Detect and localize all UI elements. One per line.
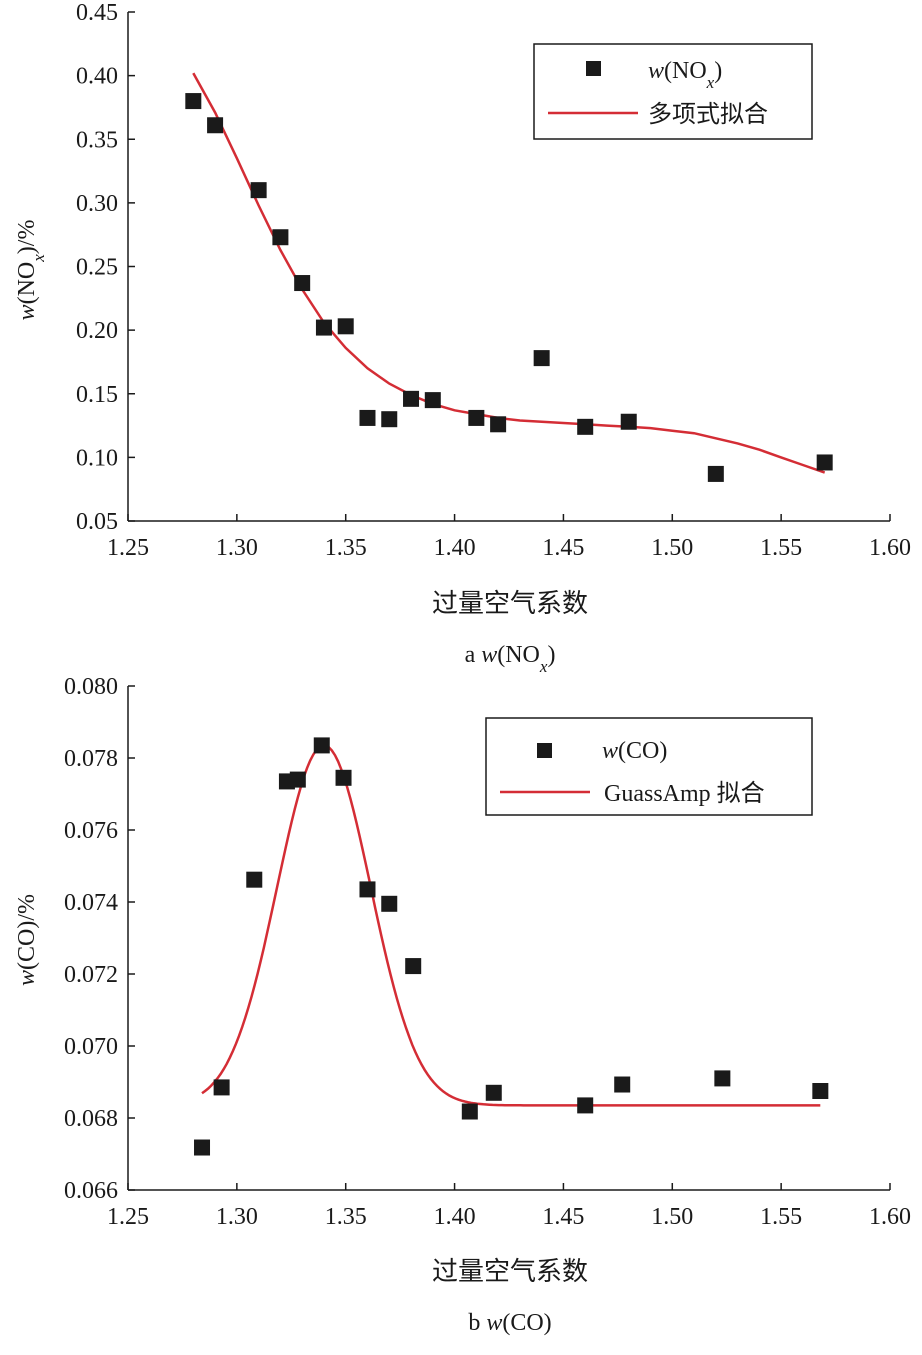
panel-a-y-tick-label: 0.20 bbox=[76, 318, 118, 344]
panel-b-x-tick-label: 1.30 bbox=[216, 1204, 258, 1230]
panel-a-data-point bbox=[272, 229, 289, 246]
panel-b-x-tick-label: 1.40 bbox=[434, 1204, 476, 1230]
panel-a-data-point bbox=[337, 318, 354, 335]
panel-a-data-point bbox=[707, 465, 724, 482]
panel-a-y-tick-label: 0.35 bbox=[76, 127, 118, 153]
panel-a-marks bbox=[185, 72, 833, 482]
panel-b-x-tick-label: 1.35 bbox=[325, 1204, 367, 1230]
panel-a-data-point bbox=[381, 411, 398, 428]
panel-a-x-tick-label: 1.25 bbox=[107, 535, 149, 561]
panel-b-data-point bbox=[359, 881, 376, 898]
panel-a-data-point bbox=[816, 454, 833, 471]
panel-a-data-point bbox=[359, 409, 376, 426]
panel-b-x-tick-label: 1.45 bbox=[542, 1204, 584, 1230]
panel-a-legend-marker bbox=[586, 61, 601, 76]
chart-panel-b: 1.25 1.30 1.35 1.40 1.45 1.50 1.55 1.60 0.066 0.0… bbox=[14, 674, 911, 1336]
panel-b-ylabel: w(CO)/% bbox=[14, 894, 40, 986]
panel-b-y-tick-label: 0.074 bbox=[64, 890, 118, 916]
panel-a-data-point bbox=[403, 390, 420, 407]
panel-a-x-tick-label: 1.40 bbox=[434, 535, 476, 561]
panel-a-legend: w(NOx) 多项式拟合 bbox=[533, 43, 813, 140]
panel-b-data-point bbox=[213, 1079, 230, 1096]
panel-a-y-tick-label: 0.10 bbox=[76, 445, 118, 471]
panel-a-legend-marker-label: w(NOx) bbox=[648, 58, 722, 92]
panel-a-data-point bbox=[533, 350, 550, 367]
panel-a-y-tick-label: 0.40 bbox=[76, 64, 118, 90]
panel-a-data-point bbox=[490, 416, 507, 433]
panel-a-x-tick-label: 1.30 bbox=[216, 535, 258, 561]
panel-b-y-tick-label: 0.080 bbox=[64, 674, 118, 700]
panel-b-data-point bbox=[313, 737, 330, 754]
panel-b-data-point bbox=[194, 1139, 211, 1156]
panel-b-caption: b w(CO) bbox=[468, 1310, 551, 1336]
panel-a-data-point bbox=[468, 409, 485, 426]
panel-a-data-point bbox=[250, 182, 267, 199]
panel-a-y-tick-label: 0.30 bbox=[76, 191, 118, 217]
panel-b-data-point bbox=[577, 1097, 594, 1114]
panel-a-data-point bbox=[185, 93, 202, 110]
panel-b-y-tick-label: 0.070 bbox=[64, 1034, 118, 1060]
panel-a-legend-line-label: 多项式拟合 bbox=[648, 101, 768, 128]
panel-a-x-tick-label: 1.60 bbox=[869, 535, 911, 561]
panel-a-axes: 1.25 1.30 1.35 1.40 1.45 1.50 1.55 1.60 0.05 0.10… bbox=[76, 0, 911, 561]
panel-b-data-point bbox=[335, 769, 352, 786]
panel-b-x-tick-label: 1.55 bbox=[760, 1204, 802, 1230]
panel-b-data-point bbox=[812, 1083, 829, 1099]
panel-a-y-tick-label: 0.45 bbox=[76, 0, 118, 26]
panel-a-legend-box bbox=[533, 43, 813, 140]
panel-b-marks bbox=[194, 737, 829, 1156]
panel-b-y-tick-label: 0.076 bbox=[64, 818, 118, 844]
panel-b-legend-marker-label: w(CO) bbox=[602, 738, 667, 764]
panel-b-data-point bbox=[289, 771, 306, 788]
panel-a-x-tick-label: 1.35 bbox=[325, 535, 367, 561]
panel-a-xlabel: 过量空气系数 bbox=[432, 589, 588, 618]
panel-a-data-point bbox=[207, 117, 224, 134]
panel-a-data-point bbox=[620, 413, 637, 430]
panel-a-caption: a w(NOx) bbox=[465, 642, 556, 676]
panel-a-y-tick-label: 0.05 bbox=[76, 509, 118, 535]
panel-a-data-point bbox=[577, 418, 594, 435]
panel-b-x-tick-label: 1.50 bbox=[651, 1204, 693, 1230]
panel-b-x-tick-label: 1.25 bbox=[107, 1204, 149, 1230]
panel-b-y-tick-label: 0.068 bbox=[64, 1106, 118, 1132]
panel-b-x-tick-label: 1.60 bbox=[869, 1204, 911, 1230]
panel-b-legend-box bbox=[485, 717, 813, 816]
panel-b-data-point bbox=[461, 1103, 478, 1120]
panel-a-x-tick-label: 1.50 bbox=[651, 535, 693, 561]
panel-b-y-tick-label: 0.066 bbox=[64, 1178, 118, 1204]
panel-a-x-tick-label: 1.45 bbox=[542, 535, 584, 561]
panel-a-y-tick-label: 0.25 bbox=[76, 255, 118, 281]
panel-a-y-tick-label: 0.15 bbox=[76, 382, 118, 408]
panel-b-xlabel: 过量空气系数 bbox=[432, 1257, 588, 1286]
panel-b-axes: 1.25 1.30 1.35 1.40 1.45 1.50 1.55 1.60 0.066 0.0… bbox=[64, 674, 911, 1230]
panel-b-data-point bbox=[381, 895, 398, 912]
panel-a-data-point bbox=[294, 275, 311, 292]
panel-b-y-tick-label: 0.078 bbox=[64, 746, 118, 772]
panel-b-data-point bbox=[614, 1076, 631, 1093]
panel-b-y-tick-label: 0.072 bbox=[64, 962, 118, 988]
panel-a-ylabel: w(NOx)/% bbox=[14, 220, 48, 321]
panel-a-x-tick-label: 1.55 bbox=[760, 535, 802, 561]
panel-b-legend-marker bbox=[537, 743, 552, 758]
panel-b-legend-line-label: GuassAmp 拟合 bbox=[604, 780, 765, 807]
panel-b-data-point bbox=[485, 1084, 502, 1101]
chart-panel-a: 1.25 1.30 1.35 1.40 1.45 1.50 1.55 1.60 0.05 0.10… bbox=[14, 0, 911, 676]
panel-a-data-point bbox=[424, 392, 441, 409]
panel-b-data-point bbox=[714, 1070, 731, 1087]
panel-a-data-point bbox=[315, 319, 332, 336]
panel-b-data-point bbox=[246, 871, 263, 888]
panel-b-data-point bbox=[405, 958, 422, 975]
panel-b-legend: w(CO) GuassAmp 拟合 bbox=[485, 717, 813, 816]
